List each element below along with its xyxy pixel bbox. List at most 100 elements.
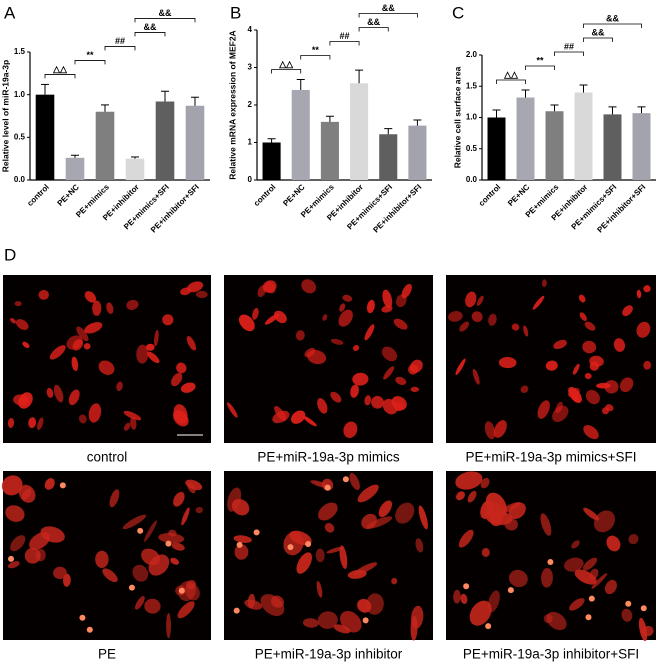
cell xyxy=(564,557,584,572)
cell xyxy=(622,305,633,317)
error-bar xyxy=(71,154,79,158)
significance-label: && xyxy=(592,27,605,37)
x-tick-label: PE+NC xyxy=(56,182,82,208)
cell xyxy=(343,421,358,438)
cell xyxy=(628,534,639,545)
cell xyxy=(481,547,490,558)
cell xyxy=(71,356,79,372)
cell xyxy=(361,513,377,530)
cell xyxy=(504,518,518,531)
cell xyxy=(636,321,651,338)
cell xyxy=(136,344,149,364)
panel-label: C xyxy=(452,3,464,22)
cell xyxy=(295,330,305,341)
cell xyxy=(493,420,507,438)
cell xyxy=(173,404,188,424)
image-background xyxy=(446,275,656,443)
cell xyxy=(339,303,346,312)
nucleus xyxy=(362,617,369,624)
significance-bracket xyxy=(496,79,526,84)
cell xyxy=(604,380,619,394)
error-bar xyxy=(296,79,305,90)
cell xyxy=(489,512,503,527)
cell xyxy=(511,323,520,331)
cell xyxy=(126,299,139,310)
significance-label: ** xyxy=(536,55,544,65)
error-bar xyxy=(131,156,139,159)
cell xyxy=(304,347,316,358)
image-caption: control xyxy=(87,450,128,465)
bar xyxy=(408,125,427,180)
cell xyxy=(227,487,242,512)
cell xyxy=(480,477,490,489)
error-bar xyxy=(637,106,646,114)
cell xyxy=(395,376,407,385)
cell xyxy=(14,301,22,307)
cell xyxy=(233,535,252,543)
image-caption: PE+miR-19a-3p mimics xyxy=(257,450,399,465)
cell xyxy=(552,405,569,422)
panel-label: D xyxy=(4,245,16,264)
cell xyxy=(485,492,507,518)
error-bar xyxy=(325,115,334,122)
image-caption: PE+miR-19a-3p inhibitor xyxy=(255,647,403,662)
cell xyxy=(582,557,598,571)
cell xyxy=(162,314,174,326)
cell xyxy=(415,538,424,553)
micrograph xyxy=(446,471,656,642)
cell xyxy=(185,479,203,491)
cell xyxy=(410,386,420,392)
cell xyxy=(578,294,586,303)
nucleus xyxy=(507,587,514,594)
significance-label: △△ xyxy=(278,59,294,69)
cell xyxy=(10,535,26,552)
cell xyxy=(579,312,587,321)
significance-label: ## xyxy=(115,36,125,46)
significance-label: ## xyxy=(339,31,349,41)
x-tick-label: control xyxy=(252,183,278,209)
x-tick-label: control xyxy=(25,183,51,209)
cell xyxy=(643,360,652,370)
y-tick-label: 0.0 xyxy=(14,175,26,184)
significance-bracket xyxy=(104,46,136,51)
nucleus xyxy=(324,484,331,491)
nucleus xyxy=(640,605,647,612)
cell xyxy=(613,338,626,352)
cell xyxy=(349,473,360,491)
cell xyxy=(7,417,15,428)
bar xyxy=(95,111,115,180)
error-bar xyxy=(608,106,617,115)
cell xyxy=(181,507,190,526)
nucleus xyxy=(233,607,240,614)
micrograph xyxy=(3,275,211,443)
cell xyxy=(168,529,177,537)
cell xyxy=(322,314,328,321)
cell xyxy=(498,357,517,369)
significance-label: △△ xyxy=(503,69,519,79)
cell xyxy=(567,387,580,398)
bar xyxy=(320,121,339,180)
cell xyxy=(262,280,277,293)
cell xyxy=(585,389,600,405)
nucleus xyxy=(305,541,312,548)
cell xyxy=(315,548,325,563)
y-tick-label: 1.5 xyxy=(466,81,478,90)
nucleus xyxy=(588,595,595,602)
nucleus xyxy=(547,559,554,566)
cell xyxy=(595,382,611,389)
cell xyxy=(40,526,65,543)
nucleus xyxy=(236,541,243,548)
nucleus xyxy=(342,476,349,483)
cell xyxy=(455,471,483,490)
cell xyxy=(545,360,558,371)
cell xyxy=(574,569,597,585)
cell xyxy=(49,345,66,360)
nucleus xyxy=(137,527,144,534)
significance-bracket xyxy=(358,27,389,32)
cell xyxy=(195,506,203,514)
cell xyxy=(382,289,393,309)
error-bar xyxy=(191,96,199,106)
significance-bracket xyxy=(44,74,76,79)
micrograph xyxy=(224,275,433,443)
